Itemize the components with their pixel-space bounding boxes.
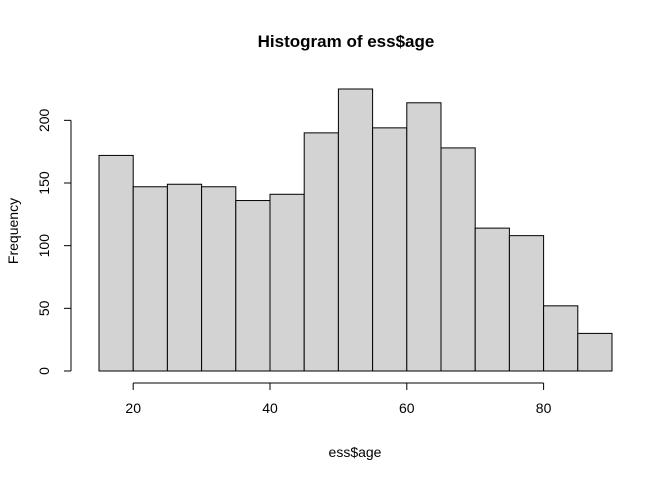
y-tick-label-0: 0: [36, 367, 52, 375]
histogram-bar-50-55: [337, 88, 374, 372]
x-tick-label-20: 20: [125, 400, 141, 416]
histogram-bar-55-60: [372, 127, 408, 372]
x-tick-label-80: 80: [536, 400, 552, 416]
y-tick-label-50: 50: [36, 300, 52, 316]
histogram-bar-45-50: [303, 132, 339, 372]
histogram-bar-70-75: [474, 227, 510, 372]
histogram-bar-60-65: [406, 102, 442, 372]
y-tick-label-100: 100: [36, 234, 52, 258]
histogram-bar-85-90: [577, 332, 613, 372]
histogram-bar-35-40: [235, 200, 271, 372]
histogram-bar-30-35: [201, 186, 237, 372]
y-tick-label-150: 150: [36, 171, 52, 195]
x-axis-label: ess$age: [329, 444, 382, 460]
bars-layer: [98, 88, 613, 372]
y-tick-label-200: 200: [36, 108, 52, 132]
histogram-bar-25-30: [166, 183, 203, 372]
y-axis-label: Frequency: [5, 198, 21, 264]
histogram-bar-75-80: [508, 235, 545, 372]
x-tick-label-40: 40: [262, 400, 278, 416]
y-axis: 0 50 100 150 200: [36, 108, 72, 375]
chart-title: Histogram of ess$age: [258, 32, 435, 51]
histogram-bar-80-85: [543, 305, 579, 372]
x-tick-label-60: 60: [399, 400, 415, 416]
histogram-bar-20-25: [132, 186, 168, 372]
x-axis: 20 40 60 80: [125, 382, 552, 416]
histogram-bar-15-20: [98, 154, 134, 372]
histogram-bar-40-45: [269, 193, 305, 372]
histogram-bar-65-70: [440, 147, 476, 372]
